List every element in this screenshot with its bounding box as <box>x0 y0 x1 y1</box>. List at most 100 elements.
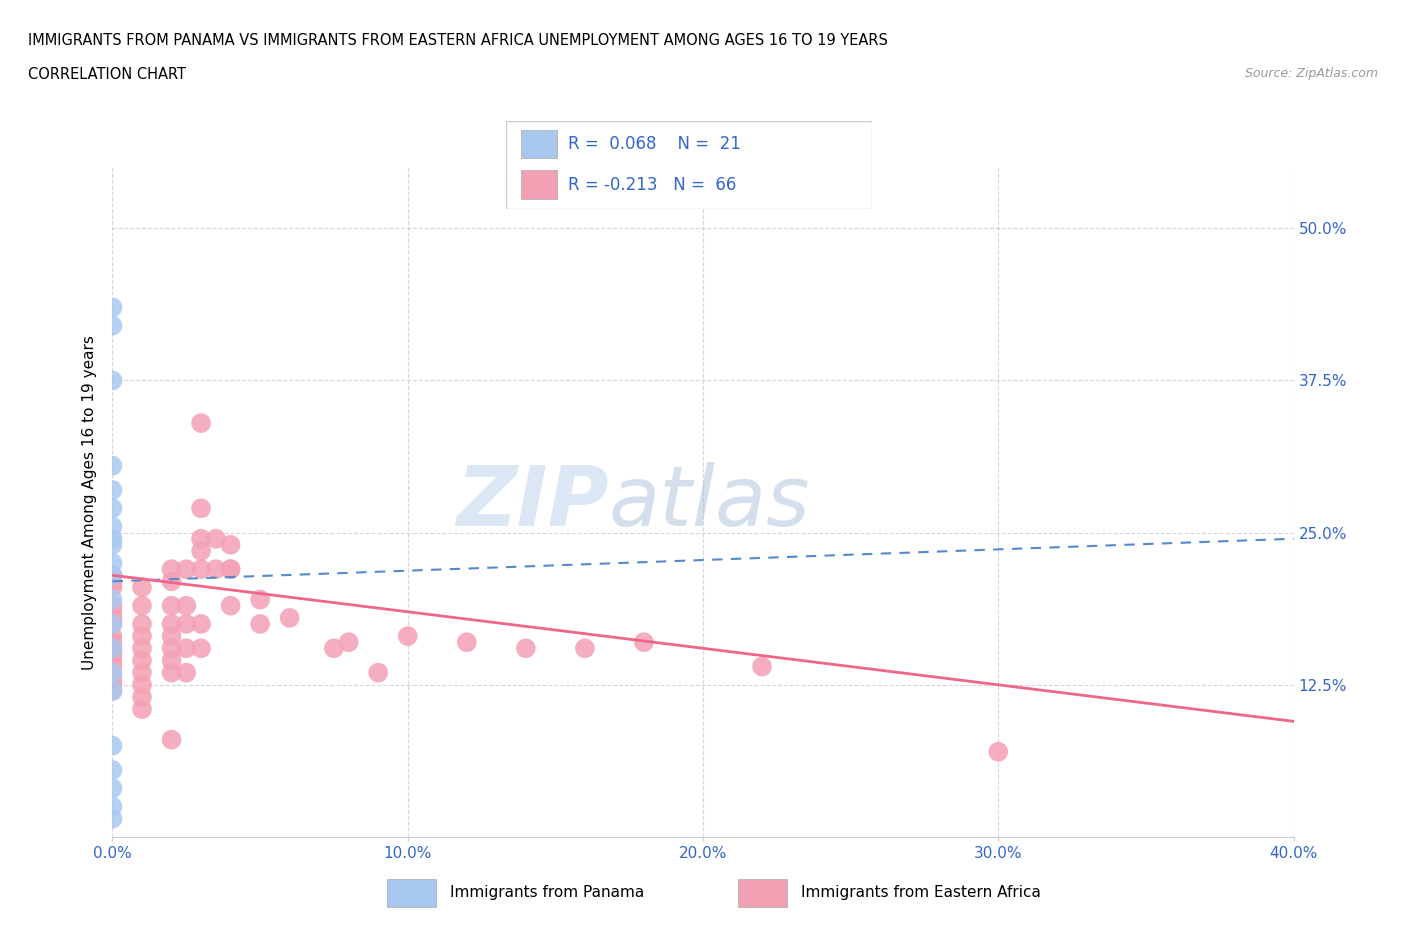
Point <box>323 641 346 656</box>
Point <box>219 562 242 577</box>
Point <box>101 647 124 662</box>
Point <box>101 665 124 680</box>
Point <box>249 617 271 631</box>
Point <box>174 665 197 680</box>
Point <box>160 732 183 747</box>
Point <box>101 781 124 796</box>
Text: CORRELATION CHART: CORRELATION CHART <box>28 67 186 82</box>
Point <box>219 562 242 577</box>
Point <box>101 641 124 656</box>
Point <box>101 580 124 595</box>
Point <box>131 677 153 692</box>
Point <box>205 531 228 546</box>
Point <box>633 635 655 650</box>
Point <box>101 684 124 698</box>
Point <box>101 617 124 631</box>
Point <box>101 318 124 333</box>
Point <box>190 617 212 631</box>
Point <box>190 531 212 546</box>
Point <box>101 763 124 777</box>
Point <box>101 659 124 674</box>
Point <box>101 501 124 516</box>
Point <box>101 604 124 619</box>
Point <box>101 373 124 388</box>
Point <box>101 653 124 668</box>
Point <box>131 665 153 680</box>
Point <box>101 677 124 692</box>
Point <box>190 562 212 577</box>
Point <box>249 592 271 607</box>
Point <box>367 665 389 680</box>
Point <box>174 562 197 577</box>
Point <box>131 641 153 656</box>
Point <box>987 744 1010 759</box>
Point <box>190 543 212 558</box>
Point <box>160 653 183 668</box>
Text: Immigrants from Eastern Africa: Immigrants from Eastern Africa <box>801 885 1042 900</box>
Point <box>101 635 124 650</box>
FancyBboxPatch shape <box>520 130 557 158</box>
Point <box>174 598 197 613</box>
Point <box>101 568 124 583</box>
Point <box>131 689 153 704</box>
Point <box>101 811 124 826</box>
Point <box>205 562 228 577</box>
Point <box>101 641 124 656</box>
Point <box>101 568 124 583</box>
Point <box>160 665 183 680</box>
Point <box>101 555 124 570</box>
Point <box>174 617 197 631</box>
Point <box>101 684 124 698</box>
Point <box>101 300 124 315</box>
Point <box>131 617 153 631</box>
Point <box>278 610 301 625</box>
Y-axis label: Unemployment Among Ages 16 to 19 years: Unemployment Among Ages 16 to 19 years <box>82 335 97 670</box>
Point <box>219 598 242 613</box>
FancyBboxPatch shape <box>387 879 436 907</box>
Point <box>190 641 212 656</box>
Point <box>101 538 124 552</box>
Point <box>101 671 124 686</box>
Point <box>574 641 596 656</box>
Point <box>101 738 124 753</box>
Point <box>101 531 124 546</box>
Point <box>751 659 773 674</box>
Point <box>160 574 183 589</box>
Point <box>337 635 360 650</box>
FancyBboxPatch shape <box>506 121 872 209</box>
Point <box>190 416 212 431</box>
Point <box>131 598 153 613</box>
Point <box>101 617 124 631</box>
Text: Source: ZipAtlas.com: Source: ZipAtlas.com <box>1244 67 1378 80</box>
Point <box>456 635 478 650</box>
Point <box>160 598 183 613</box>
Point <box>101 483 124 498</box>
Point <box>131 629 153 644</box>
Point <box>174 641 197 656</box>
Point <box>160 629 183 644</box>
Point <box>131 653 153 668</box>
Point <box>101 519 124 534</box>
Point <box>219 538 242 552</box>
Text: R =  0.068    N =  21: R = 0.068 N = 21 <box>568 135 741 153</box>
FancyBboxPatch shape <box>738 879 787 907</box>
Point <box>101 592 124 607</box>
Point <box>131 702 153 717</box>
Point <box>160 641 183 656</box>
Point <box>396 629 419 644</box>
Point <box>131 580 153 595</box>
Point <box>190 501 212 516</box>
Point <box>101 574 124 589</box>
Point <box>101 799 124 814</box>
Point <box>515 641 537 656</box>
Text: IMMIGRANTS FROM PANAMA VS IMMIGRANTS FROM EASTERN AFRICA UNEMPLOYMENT AMONG AGES: IMMIGRANTS FROM PANAMA VS IMMIGRANTS FRO… <box>28 33 889 47</box>
Point <box>160 617 183 631</box>
Point <box>160 562 183 577</box>
Point <box>101 598 124 613</box>
Text: R = -0.213   N =  66: R = -0.213 N = 66 <box>568 176 737 193</box>
FancyBboxPatch shape <box>520 170 557 199</box>
Text: atlas: atlas <box>609 461 810 543</box>
Point <box>101 458 124 473</box>
Point <box>101 629 124 644</box>
Text: ZIP: ZIP <box>456 461 609 543</box>
